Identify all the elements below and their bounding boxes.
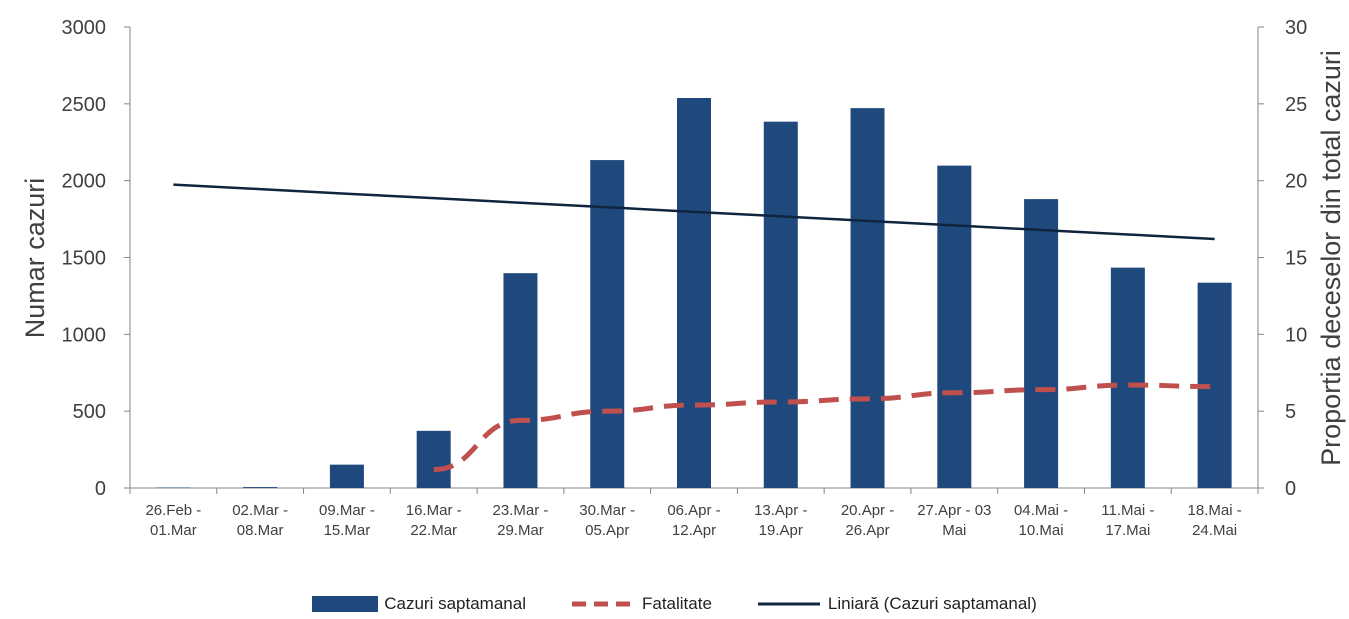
x-tick-label: 22.Mar [410,522,457,539]
bar-cazuri[interactable] [937,165,972,488]
left-tick-label: 1500 [62,248,107,270]
x-tick-label: 12.Apr [672,522,716,539]
left-axis-title: Numar cazuri [20,178,50,339]
legend-swatch-trend [757,602,820,606]
bar-cazuri[interactable] [503,273,538,488]
legend-item-trend[interactable]: Liniară (Cazuri saptamanal) [756,594,1037,614]
legend-item-fatalitate[interactable]: Fatalitate [570,594,712,614]
line-trend[interactable] [173,183,1215,241]
left-tick-label: 1000 [62,324,107,346]
left-tick-label: 3000 [62,17,107,39]
x-tick-label: 18.Mai - [1188,502,1242,519]
x-tick-label: 08.Mar [237,522,284,539]
right-tick-label: 0 [1285,478,1296,500]
right-axis-title: Proportia deceselor din total cazuri [1316,50,1346,466]
right-tick-label: 30 [1285,17,1307,39]
lines-layer [173,183,1215,473]
left-tick-label: 2500 [62,94,107,116]
x-tick-label: 01.Mar [150,522,197,539]
x-tick-label: 10.Mai [1019,522,1064,539]
x-tick-label: 20.Apr - [841,502,894,519]
bar-cazuri[interactable] [763,121,798,489]
x-tick-label: 27.Apr - 03 [917,502,991,519]
x-tick-label: 02.Mar - [232,502,288,519]
labels-layer: 0 500 1000 1500 2000 2500 3000 0 5 10 15 20 25 30 26.F… [20,17,1346,539]
bar-cazuri[interactable] [1110,267,1145,488]
bar-cazuri[interactable] [850,108,885,489]
left-tick-label: 2000 [62,171,107,193]
x-tick-label: 11.Mai - [1101,502,1154,519]
legend-label-fatalitate: Fatalitate [641,594,712,613]
left-tick-label: 500 [73,401,106,423]
combo-chart: 0 500 1000 1500 2000 2500 3000 0 5 10 15 20 25 30 26.F… [20,17,1346,539]
bar-cazuri[interactable] [416,430,451,488]
x-tick-label: 17.Mai [1105,522,1150,539]
right-tick-label: 5 [1285,401,1296,423]
x-tick-label: 09.Mar - [319,502,375,519]
bar-cazuri[interactable] [329,464,364,488]
x-tick-label: 29.Mar [497,522,544,539]
legend-label-trend: Liniară (Cazuri saptamanal) [827,594,1037,613]
bar-cazuri[interactable] [590,160,625,489]
left-tick-label: 0 [95,478,106,500]
x-tick-label: Mai [942,522,966,539]
x-tick-label: 04.Mai - [1014,502,1068,519]
legend-swatch-bars [312,596,379,612]
legend-label-bars: Cazuri saptamanal [384,594,526,613]
x-tick-label: 30.Mar - [579,502,635,519]
right-tick-label: 25 [1285,94,1307,116]
line-fatalitate[interactable] [433,382,1215,473]
bar-cazuri[interactable] [243,487,278,488]
x-tick-label: 05.Apr [585,522,629,539]
legend: Cazuri saptamanal Fatalitate Liniară (Ca… [0,592,1349,616]
x-tick-label: 19.Apr [759,522,803,539]
x-tick-label: 16.Mar - [406,502,462,519]
right-tick-label: 15 [1285,248,1307,270]
bars-layer [156,97,1232,489]
legend-swatch-fatalitate [571,601,634,607]
x-tick-label: 23.Mar - [493,502,549,519]
x-tick-label: 24.Mai [1192,522,1237,539]
x-tick-label: 13.Apr - [754,502,807,519]
x-tick-label: 15.Mar [324,522,371,539]
x-tick-label: 06.Apr - [667,502,720,519]
right-tick-label: 10 [1285,324,1307,346]
x-tick-label: 26.Apr [845,522,889,539]
bar-cazuri[interactable] [677,97,711,488]
right-tick-label: 20 [1285,171,1307,193]
bar-cazuri[interactable] [1024,199,1059,488]
x-tick-label: 26.Feb - [145,502,201,519]
legend-item-bars[interactable]: Cazuri saptamanal [312,594,526,614]
